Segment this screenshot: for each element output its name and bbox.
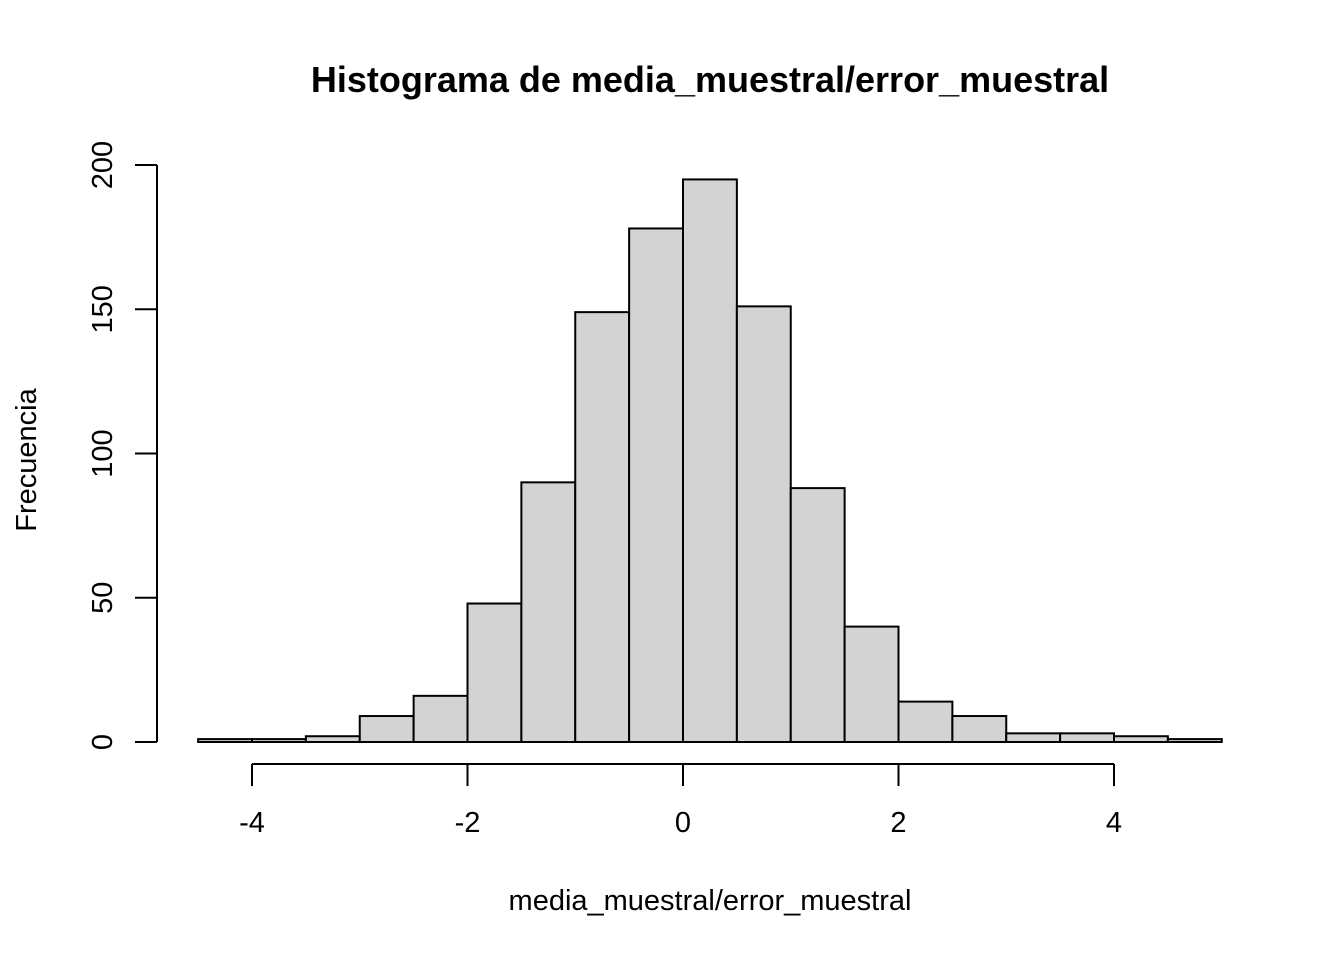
x-tick-label: 2 — [890, 807, 906, 839]
histogram-bar — [1113, 735, 1169, 743]
histogram-bar — [1166, 738, 1223, 743]
histogram-bar — [682, 178, 738, 744]
histogram-bar — [574, 311, 631, 743]
chart-title: Histograma de media_muestral/error_muest… — [311, 59, 1109, 100]
y-tick-label: 50 — [87, 582, 119, 614]
y-axis: 0 50 100 150 200 — [87, 141, 158, 750]
histogram-bars — [197, 178, 1223, 744]
histogram-bar — [1059, 732, 1115, 743]
y-tick-label: 200 — [87, 141, 119, 189]
x-tick-label: -2 — [455, 807, 481, 839]
histogram-bar — [951, 715, 1008, 743]
histogram-bar — [843, 625, 900, 743]
histogram-bar — [897, 700, 954, 743]
histogram-bar — [789, 487, 846, 743]
histogram-bar — [466, 602, 523, 744]
x-tick-label: 4 — [1106, 807, 1122, 839]
histogram-bar — [197, 738, 253, 743]
histogram-bar — [358, 715, 415, 743]
y-tick-label: 100 — [87, 429, 119, 477]
histogram-bar — [1005, 732, 1062, 743]
y-tick-label: 0 — [87, 734, 119, 750]
histogram-bar — [735, 305, 792, 743]
x-tick-label: 0 — [675, 807, 691, 839]
x-axis: -4 -2 0 2 4 — [239, 763, 1122, 839]
histogram-bar — [412, 694, 469, 744]
y-tick-label: 150 — [87, 285, 119, 333]
x-tick-label: -4 — [239, 807, 265, 839]
x-axis-label: media_muestral/error_muestral — [509, 885, 912, 917]
y-axis-label: Frecuencia — [11, 387, 43, 531]
histogram-bar — [304, 735, 361, 743]
histogram-bar — [251, 738, 307, 743]
histogram-bar — [520, 481, 577, 743]
histogram-bar — [628, 227, 684, 744]
